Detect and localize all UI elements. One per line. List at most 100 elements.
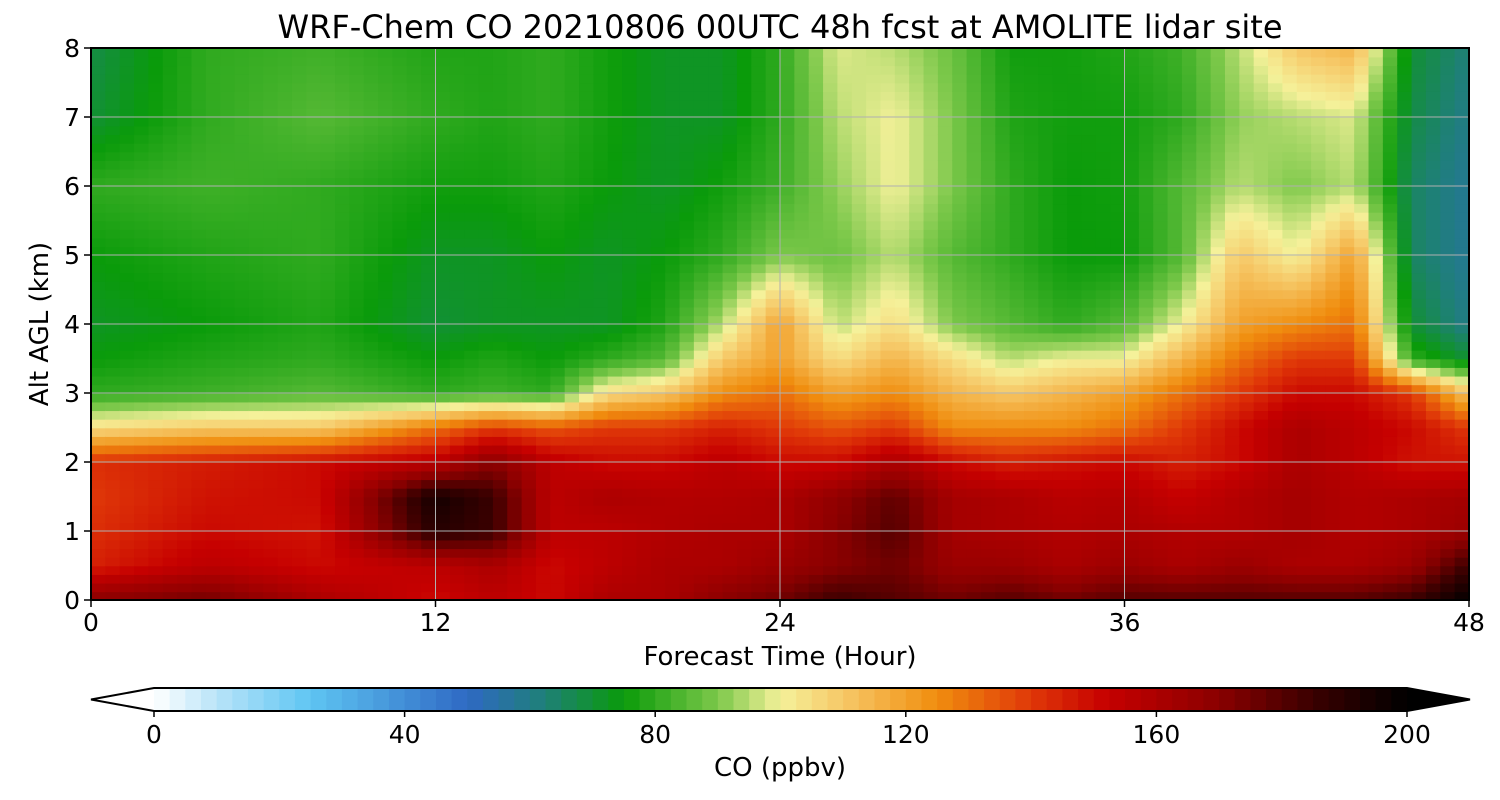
heatmap-cell (1024, 487, 1040, 498)
heatmap-cell (148, 108, 164, 118)
heatmap-cell (780, 410, 796, 420)
heatmap-cell (607, 522, 623, 532)
heatmap-cell (134, 505, 150, 515)
heatmap-cell (780, 220, 796, 230)
heatmap-cell (622, 444, 638, 455)
heatmap-cell (335, 565, 351, 575)
heatmap-cell (952, 582, 968, 593)
heatmap-cell (507, 574, 523, 584)
heatmap-cell (449, 289, 465, 299)
heatmap-cell (708, 220, 724, 230)
heatmap-cell (650, 229, 666, 239)
heatmap-cell (1196, 117, 1212, 127)
heatmap-cell (980, 177, 997, 187)
heatmap-cell (808, 194, 824, 205)
heatmap-cell (966, 556, 982, 567)
heatmap-cell (464, 470, 480, 481)
heatmap-cell (148, 591, 164, 600)
heatmap-cell (91, 453, 107, 463)
heatmap-cell (1081, 531, 1097, 541)
heatmap-cell (349, 453, 365, 463)
heatmap-cell (808, 427, 824, 437)
heatmap-cell (550, 151, 566, 161)
heatmap-cell (736, 531, 753, 541)
heatmap-cell (1009, 186, 1025, 196)
heatmap-cell (823, 349, 839, 360)
heatmap-cell (1196, 73, 1212, 84)
heatmap-cell (234, 401, 250, 412)
heatmap-cell (980, 591, 997, 600)
heatmap-cell (966, 194, 982, 205)
heatmap-cell (794, 324, 810, 334)
heatmap-cell (349, 367, 365, 377)
heatmap-cell (722, 470, 738, 481)
heatmap-cell (1124, 462, 1140, 472)
heatmap-cell (291, 522, 308, 532)
heatmap-cell (105, 306, 121, 317)
heatmap-cell (995, 548, 1011, 558)
heatmap-cell (349, 82, 365, 92)
heatmap-cell (679, 125, 695, 136)
heatmap-cell (335, 263, 351, 274)
heatmap-cell (808, 134, 824, 144)
heatmap-cell (507, 324, 523, 334)
heatmap-cell (349, 479, 365, 489)
heatmap-cell (277, 548, 293, 558)
heatmap-cell (421, 427, 437, 437)
heatmap-cell (464, 591, 480, 600)
heatmap-cell (995, 401, 1011, 412)
heatmap-cell (507, 401, 523, 412)
heatmap-cell (91, 151, 107, 161)
heatmap-cell (693, 108, 710, 118)
heatmap-cell (636, 591, 652, 600)
heatmap-cell (392, 367, 408, 377)
heatmap-cell (894, 99, 910, 110)
heatmap-cell (980, 479, 997, 489)
heatmap-cell (1024, 48, 1040, 58)
heatmap-cell (1052, 375, 1068, 386)
heatmap-cell (177, 513, 193, 524)
heatmap-cell (995, 565, 1011, 575)
heatmap-cell (1181, 73, 1198, 84)
heatmap-cell (765, 134, 781, 144)
heatmap-cell (306, 418, 322, 429)
heatmap-cell (521, 548, 537, 558)
heatmap-cell (363, 306, 379, 317)
heatmap-cell (1124, 186, 1140, 196)
heatmap-cell (406, 470, 422, 481)
heatmap-cell (478, 117, 494, 127)
heatmap-cell (966, 522, 982, 532)
heatmap-cell (134, 470, 150, 481)
heatmap-cell (1124, 151, 1140, 161)
heatmap-cell (851, 168, 867, 179)
heatmap-cell (349, 591, 365, 600)
heatmap-cell (464, 315, 480, 325)
heatmap-cell (923, 496, 939, 506)
heatmap-cell (665, 531, 681, 541)
heatmap-cell (894, 522, 910, 532)
heatmap-cell (593, 151, 609, 161)
heatmap-cell (923, 384, 939, 394)
heatmap-cell (765, 479, 781, 489)
heatmap-cell (780, 48, 796, 58)
heatmap-cell (622, 186, 638, 196)
heatmap-cell (148, 496, 164, 506)
heatmap-cell (1038, 82, 1054, 92)
heatmap-cell (177, 65, 193, 75)
heatmap-cell (464, 453, 480, 463)
heatmap-cell (765, 384, 781, 394)
heatmap-cell (708, 574, 724, 584)
heatmap-cell (134, 194, 150, 205)
heatmap-cell (579, 462, 595, 472)
heatmap-cell (435, 263, 451, 274)
heatmap-cell (665, 186, 681, 196)
heatmap-cell (105, 229, 121, 239)
heatmap-cell (823, 384, 839, 394)
heatmap-cell (464, 349, 480, 360)
heatmap-cell (392, 82, 408, 92)
heatmap-cell (980, 160, 997, 170)
heatmap-cell (148, 349, 164, 360)
heatmap-cell (1024, 306, 1040, 317)
heatmap-cell (693, 73, 710, 84)
heatmap-cell (1024, 237, 1040, 248)
